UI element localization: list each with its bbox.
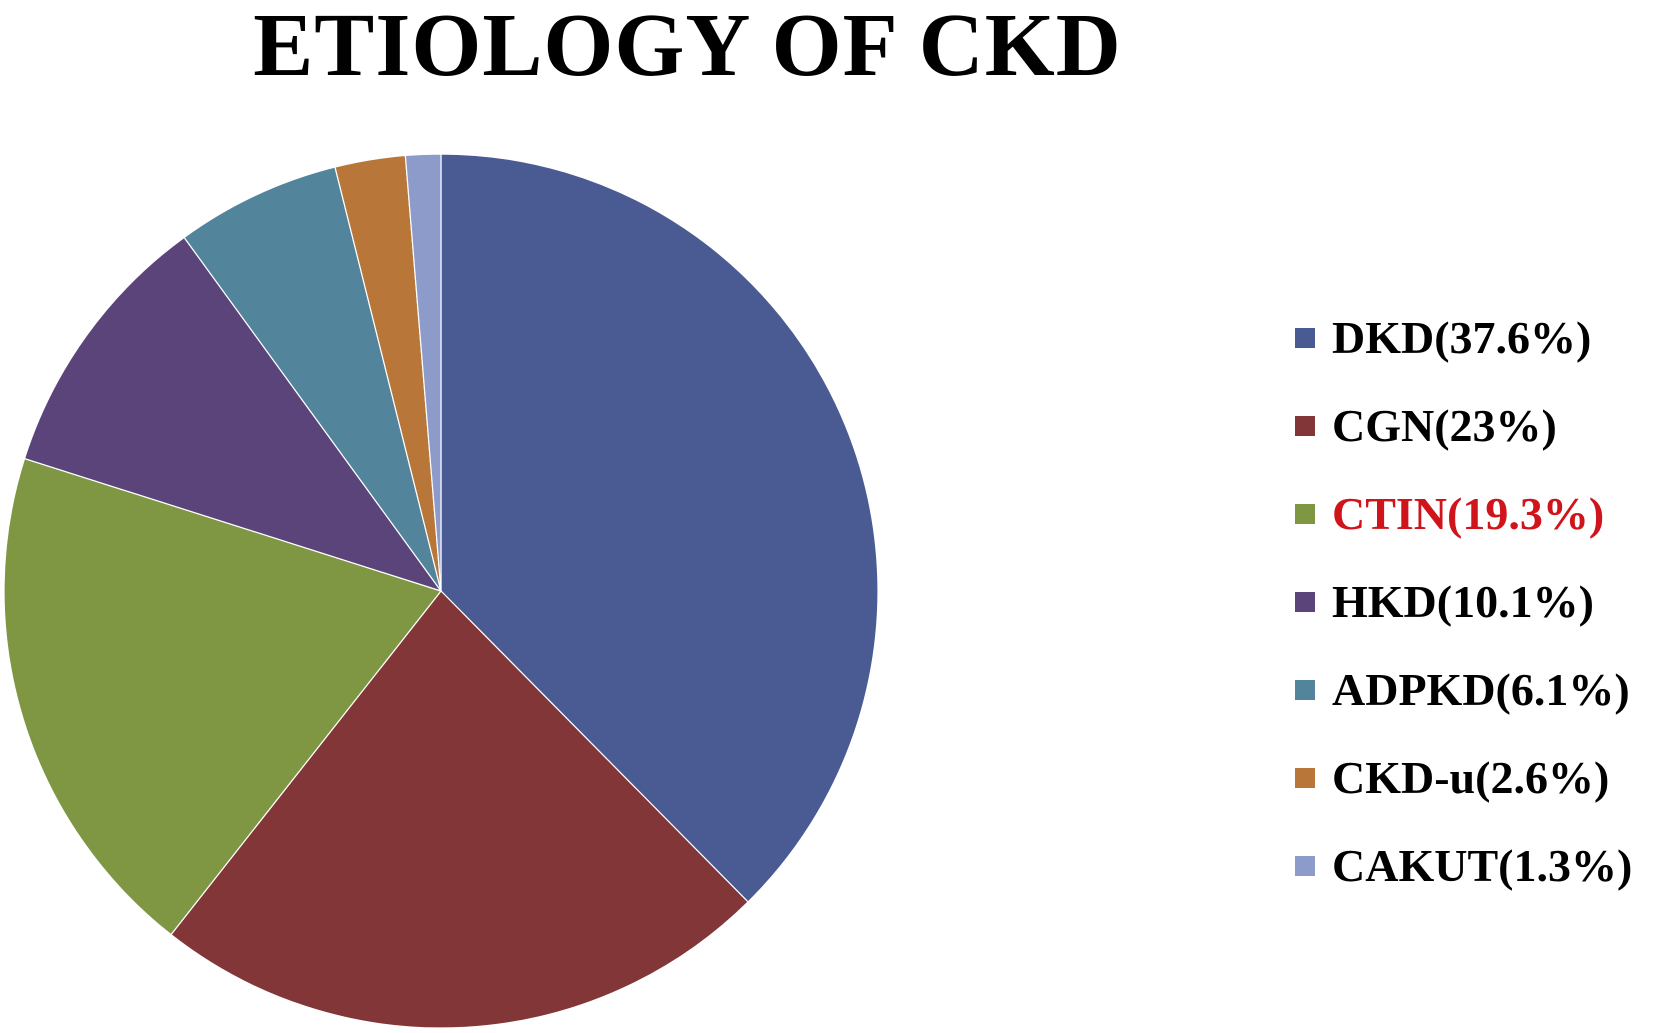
legend-label: ADPKD(6.1%) [1332, 664, 1630, 715]
pie-slice-ctin [3, 457, 443, 936]
legend-swatch [1295, 768, 1315, 788]
legend-label: DKD(37.6%) [1332, 312, 1592, 363]
pie-slice-adpkd [183, 166, 442, 592]
legend-swatch [1295, 328, 1315, 348]
legend-item-adpkd: ADPKD(6.1%) [1295, 646, 1632, 734]
legend-item-cakut: CAKUT(1.3%) [1295, 822, 1632, 910]
legend-swatch [1295, 416, 1315, 436]
legend-item-hkd: HKD(10.1%) [1295, 558, 1632, 646]
pie-slice-dkd [440, 153, 879, 903]
legend-item-ckd-u: CKD-u(2.6%) [1295, 734, 1632, 822]
chart-title: ETIOLOGY OF CKD [253, 0, 1122, 95]
legend-item-ctin: CTIN(19.3%) [1295, 470, 1632, 558]
legend-item-dkd: DKD(37.6%) [1295, 294, 1632, 382]
legend-label: CAKUT(1.3%) [1332, 840, 1633, 891]
legend-item-cgn: CGN(23%) [1295, 382, 1632, 470]
legend-swatch [1295, 592, 1315, 612]
legend-swatch [1295, 504, 1315, 524]
legend-swatch [1295, 856, 1315, 876]
legend-label: HKD(10.1%) [1332, 576, 1594, 627]
pie-slice-cakut [404, 153, 442, 592]
legend: DKD(37.6%) CGN(23%) CTIN(19.3%) HKD(10.1%) A… [1295, 294, 1632, 910]
pie-slice-hkd [23, 236, 443, 593]
legend-swatch [1295, 680, 1315, 700]
legend-label: CGN(23%) [1332, 400, 1557, 451]
legend-label: CTIN(19.3%) [1332, 488, 1605, 539]
legend-label: CKD-u(2.6%) [1332, 752, 1610, 803]
pie-slice-cgn [170, 590, 749, 1029]
